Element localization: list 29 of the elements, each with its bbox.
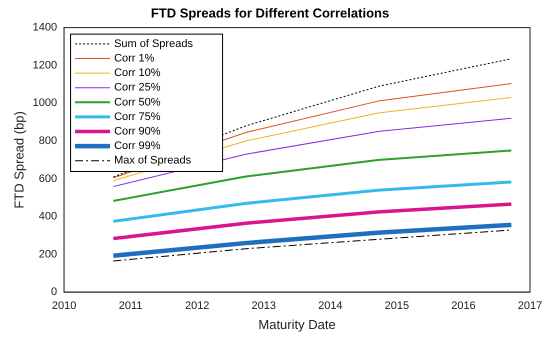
x-tick-label: 2017 xyxy=(518,300,542,312)
y-tick-label: 800 xyxy=(38,135,58,148)
x-tick-label: 2016 xyxy=(451,300,476,312)
legend-label: Corr 50% xyxy=(114,96,161,108)
x-axis-title: Maturity Date xyxy=(258,316,336,332)
legend-label: Corr 25% xyxy=(114,82,161,94)
x-tick-label: 2010 xyxy=(52,300,76,312)
y-tick-label: 1400 xyxy=(32,22,58,34)
y-tick-label: 1200 xyxy=(32,59,58,72)
y-tick-label: 200 xyxy=(38,248,58,260)
x-tick-label: 2013 xyxy=(252,300,276,312)
x-tick-label: 2011 xyxy=(118,300,142,312)
legend-label: Max of Spreads xyxy=(114,154,192,167)
legend-label: Corr 75% xyxy=(114,110,161,123)
y-axis-title: FTD Spread (bp) xyxy=(11,111,26,209)
x-tick-label: 2012 xyxy=(184,300,210,312)
legend-label: Corr 99% xyxy=(114,140,161,152)
x-tick-label: 2015 xyxy=(384,300,410,312)
y-tick-label: 600 xyxy=(38,172,58,185)
line-series xyxy=(112,230,512,262)
legend-label: Corr 10% xyxy=(114,67,161,80)
chart-title: FTD Spreads for Different Correlations xyxy=(150,5,390,20)
y-tick-label: 400 xyxy=(38,210,58,223)
y-tick-label: 1000 xyxy=(32,97,58,110)
legend-label: Sum of Spreads xyxy=(114,38,194,50)
x-tick-label: 2014 xyxy=(318,300,343,312)
y-tick-label: 0 xyxy=(50,286,58,298)
legend-label: Corr 90% xyxy=(114,126,161,138)
legend-label: Corr 1% xyxy=(114,52,155,65)
